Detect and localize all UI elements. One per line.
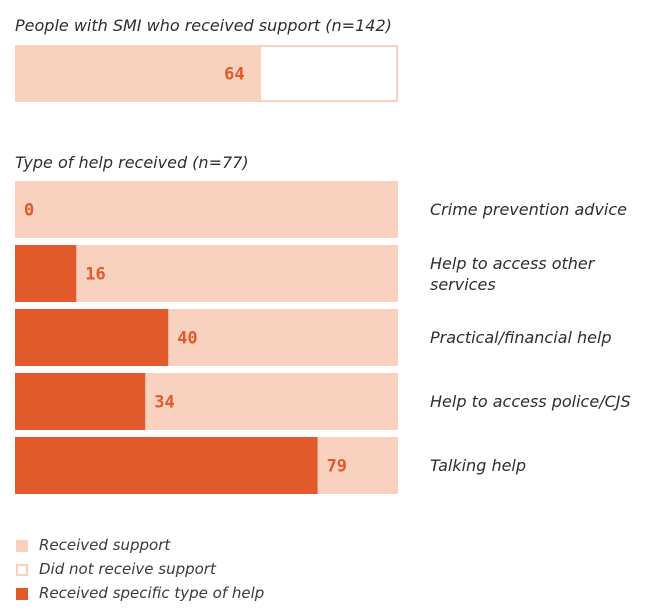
chart-title-support: People with SMI who received support (n=… [15,16,392,35]
category-label-help-to-access-other-services: Help to access other services [430,253,595,294]
legend-swatch [16,588,28,600]
bar-help-to-access-police-cjs [15,373,146,430]
category-label-crime-prevention-advice: Crime prevention advice [430,200,627,219]
category-label-help-to-access-police-cjs: Help to access police/CJS [430,392,631,411]
bar-talking-help [15,437,318,494]
bar-track-crime-prevention-advice [15,181,398,238]
legend-swatch [16,540,28,552]
value-label-practical-financial-help: 40 [177,329,197,349]
value-label-talking-help: 79 [327,457,347,477]
value-label-received-support: 64 [224,65,244,85]
category-label-talking-help: Talking help [430,456,527,475]
bar-practical-financial-help [15,309,169,366]
category-label-practical-financial-help: Practical/financial help [430,328,612,347]
value-label-help-to-access-other-services: 16 [85,265,105,285]
value-label-crime-prevention-advice: 0 [24,201,34,221]
legend-label: Did not receive support [39,560,216,578]
value-label-help-to-access-police-cjs: 34 [154,393,174,413]
bar-help-to-access-other-services [15,245,77,302]
legend-swatch [16,564,28,576]
legend-label: Received specific type of help [39,584,265,602]
bar-received-support [15,45,261,102]
bar-did-not-receive-support [259,45,398,102]
chart-title-help-type: Type of help received (n=77) [15,153,249,172]
bar-track-help-to-access-other-services [15,245,398,302]
legend-label: Received support [39,536,171,554]
